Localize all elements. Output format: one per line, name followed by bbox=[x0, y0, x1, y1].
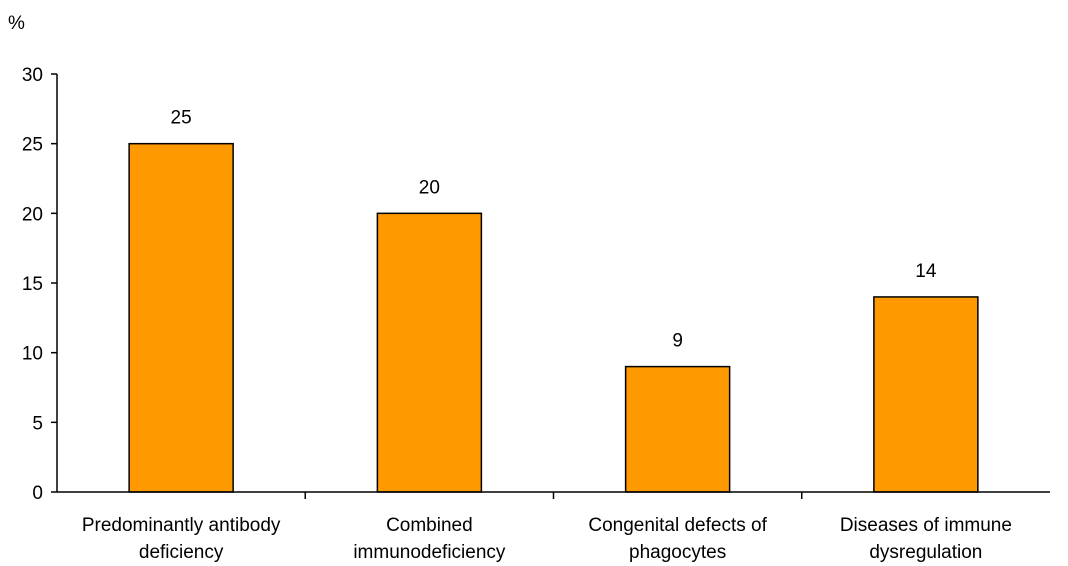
category-label: Congenital defects of bbox=[588, 515, 767, 536]
y-tick-label: 0 bbox=[32, 483, 43, 504]
y-tick-label: 5 bbox=[32, 413, 43, 434]
category-label: immunodeficiency bbox=[353, 542, 506, 563]
category-label: phagocytes bbox=[629, 542, 726, 563]
bar-value-label: 14 bbox=[915, 261, 937, 282]
bar bbox=[376, 212, 483, 493]
y-axis-ticks: 0 5 10 15 20 25 30 bbox=[22, 65, 57, 504]
category-label: Diseases of immune bbox=[840, 515, 1012, 536]
bar-value-label: 20 bbox=[419, 177, 440, 198]
value-labels-group: 25 20 9 14 bbox=[171, 108, 937, 352]
y-axis-unit-label: % bbox=[8, 13, 25, 34]
y-tick-label: 20 bbox=[22, 204, 43, 225]
bar bbox=[128, 142, 234, 493]
category-label: dysregulation bbox=[869, 542, 982, 563]
bar-value-label: 9 bbox=[672, 331, 683, 352]
bars-group bbox=[128, 142, 979, 493]
bar bbox=[873, 296, 979, 493]
category-label: Predominantly antibody bbox=[82, 515, 281, 536]
y-tick-label: 30 bbox=[22, 65, 43, 86]
category-label: deficiency bbox=[139, 542, 224, 563]
y-tick-label: 15 bbox=[22, 274, 43, 295]
bar bbox=[624, 365, 731, 493]
y-tick-label: 25 bbox=[22, 135, 43, 156]
x-axis-ticks bbox=[304, 492, 803, 499]
bar-value-label: 25 bbox=[171, 108, 192, 129]
category-labels-group: Predominantly antibody deficiency Combined… bbox=[82, 515, 1012, 563]
y-tick-label: 10 bbox=[22, 344, 43, 365]
category-label: Combined bbox=[386, 515, 473, 536]
